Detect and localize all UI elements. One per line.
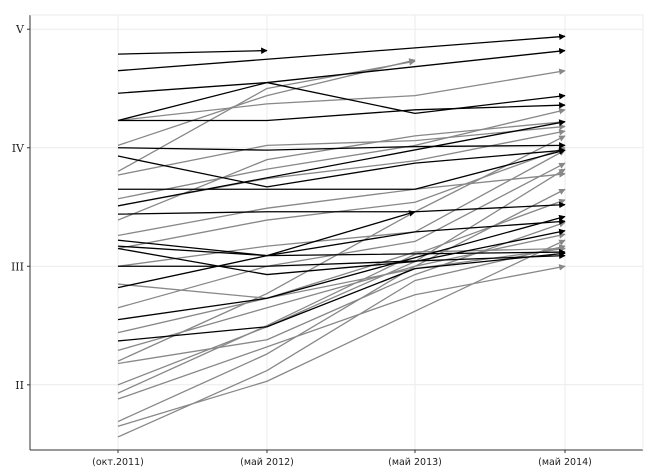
series-line-other [117, 149, 566, 267]
series-line-other [117, 123, 566, 176]
series-line-highlight [117, 81, 566, 122]
y-tick-label: IV [12, 142, 25, 155]
x-tick-label: (май 2012) [240, 457, 294, 467]
y-tick-label: V [15, 23, 25, 36]
series-line-highlight [117, 147, 566, 188]
series-line-highlight [117, 218, 566, 289]
series-line-highlight [117, 201, 566, 215]
series-line-other [117, 244, 566, 438]
series-group-highlight [117, 33, 566, 342]
series-line-other [117, 239, 566, 427]
series-line-highlight [118, 252, 566, 267]
y-tick-label: III [11, 260, 24, 273]
x-tick-label: (май 2013) [388, 457, 442, 467]
series-line-other [117, 59, 416, 173]
series-line-other [117, 232, 566, 423]
series-line-highlight [118, 148, 566, 190]
series-line-highlight [117, 250, 566, 342]
series-line-highlight [117, 47, 268, 55]
series-line-other [117, 68, 566, 122]
y-tick-label: II [15, 379, 24, 392]
series-line-other [117, 162, 566, 309]
axes [29, 14, 644, 451]
series-line-other [117, 221, 566, 365]
series-line-highlight [117, 119, 566, 207]
series-line-highlight [117, 228, 566, 276]
series-line-other [117, 168, 566, 386]
series-line-highlight [117, 214, 566, 321]
series-line-highlight [117, 142, 566, 151]
series-line-other [117, 108, 566, 200]
series-line-highlight [117, 33, 566, 72]
x-axis-ticks: (окт.2011) (май 2012) (май 2013) (май 2014) [92, 450, 592, 467]
series-line-other [117, 264, 566, 400]
series-group-other [117, 58, 566, 438]
x-tick-label: (май 2014) [538, 457, 592, 467]
series-line-highlight [117, 47, 566, 94]
series-line-other [117, 171, 566, 237]
grid [30, 15, 643, 450]
series-line-other [117, 118, 566, 221]
series-line-other [117, 135, 566, 362]
series-line-highlight [118, 102, 566, 122]
series-line-other [117, 198, 566, 394]
x-tick-label: (окт.2011) [92, 457, 144, 467]
